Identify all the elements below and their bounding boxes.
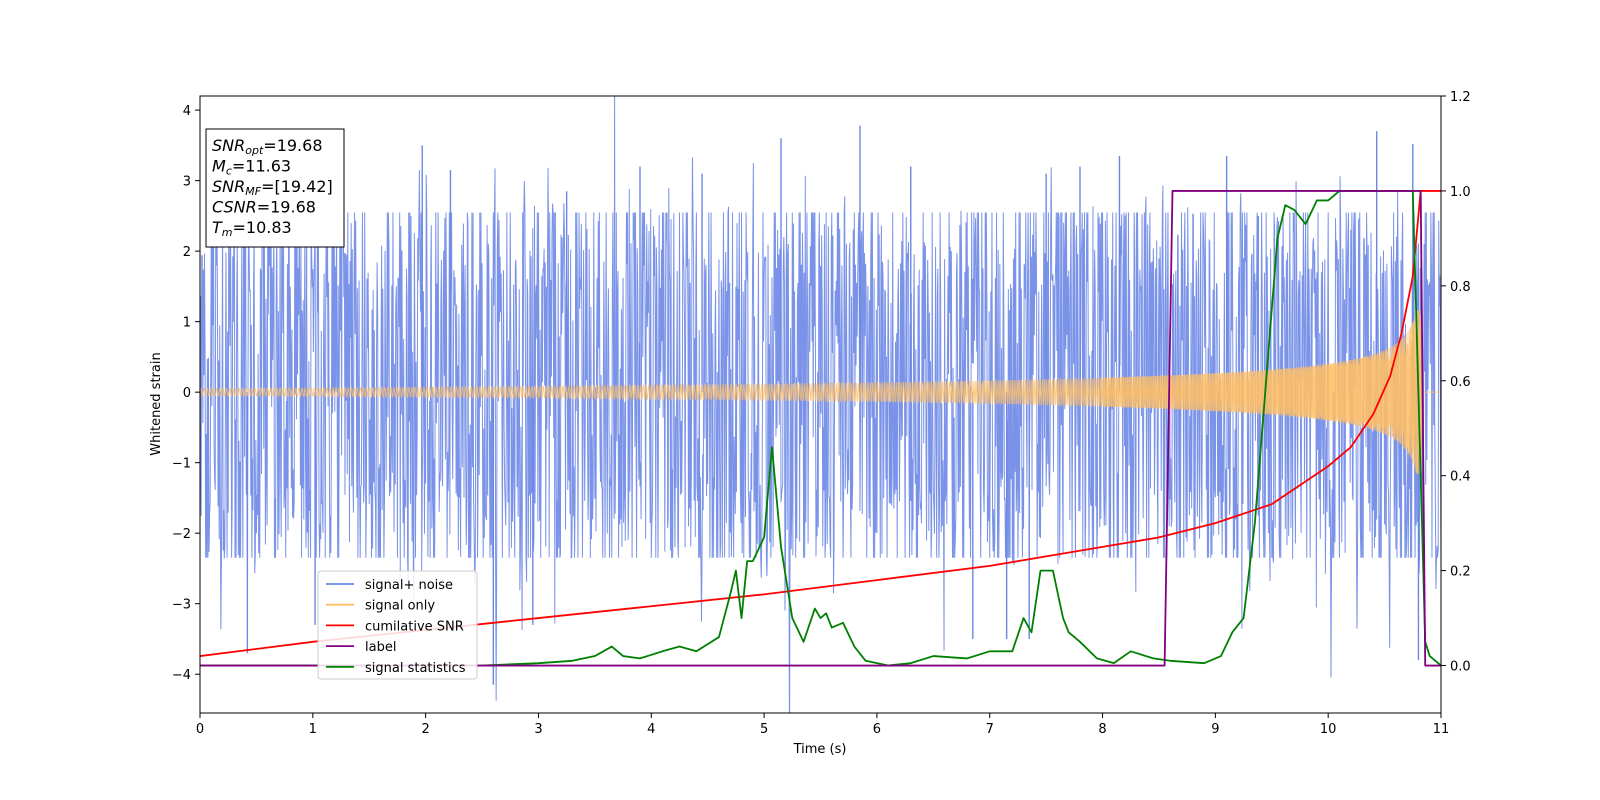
x-tick-label-11: 11 [1433, 722, 1450, 737]
chirp-envelope [1102, 310, 1422, 474]
legend-label-3: label [365, 640, 396, 655]
x-tick-label-5: 5 [760, 722, 768, 737]
x-axis-label: Time (s) [793, 742, 847, 757]
x-tick-label-7: 7 [986, 722, 994, 737]
plot-frame [199, 95, 1442, 714]
y-right-tick-label-1: 0.2 [1450, 565, 1471, 580]
series-line-cumilative-snr [200, 190, 1441, 657]
y-right-tick-label-4: 0.8 [1450, 280, 1471, 295]
y-left-tick-label-6: 2 [183, 245, 191, 260]
legend-label-0: signal+ noise [365, 578, 453, 593]
y-axis-right: 0.0 0.2 0.4 0.6 0.8 1.0 1.2 [1441, 90, 1471, 675]
x-tick-label-6: 6 [873, 722, 881, 737]
y-axis-label: Whitened strain [149, 352, 164, 455]
legend-label-4: signal statistics [365, 661, 466, 676]
y-right-tick-label-3: 0.6 [1450, 375, 1471, 390]
y-left-tick-label-7: 3 [183, 175, 191, 190]
legend-label-2: cumilative SNR [365, 619, 464, 634]
y-left-tick-label-4: 0 [183, 386, 191, 401]
x-tick-label-2: 2 [421, 722, 429, 737]
info-row-3: CSNR=19.68 [212, 198, 316, 217]
x-tick-label-3: 3 [534, 722, 542, 737]
series-line-signal-statistics [200, 190, 1441, 667]
info-row-1: Mc=11.63 [212, 157, 291, 178]
y-left-tick-label-5: 1 [183, 316, 191, 331]
right-axis-series [200, 190, 1441, 667]
x-tick-label-1: 1 [309, 722, 317, 737]
y-left-tick-label-0: −4 [172, 668, 191, 683]
x-tick-label-8: 8 [1098, 722, 1106, 737]
y-right-tick-label-0: 0.0 [1450, 660, 1471, 675]
chirp-trace [200, 310, 1441, 474]
info-row-2: SNRMF=[19.42] [212, 177, 333, 198]
legend: signal+ noise signal only cumilative SNR la… [317, 570, 478, 680]
y-axis-left: −4 −3 −2 −1 0 1 2 3 4 [172, 104, 200, 683]
y-right-tick-label-2: 0.4 [1450, 470, 1471, 485]
y-right-tick-label-6: 1.2 [1450, 90, 1471, 105]
y-left-tick-label-3: −1 [172, 457, 191, 472]
info-box: SNRopt=19.68Mc=11.63SNRMF=[19.42]CSNR=19… [205, 128, 345, 248]
x-tick-label-4: 4 [647, 722, 655, 737]
y-left-tick-label-8: 4 [183, 104, 191, 119]
info-row-4: Tm=10.83 [212, 218, 292, 239]
noise-trace [200, 96, 1441, 713]
series-signal-noise [200, 96, 1441, 713]
y-left-tick-label-1: −3 [172, 598, 191, 613]
y-right-tick-label-5: 1.0 [1450, 185, 1471, 200]
x-tick-label-9: 9 [1211, 722, 1219, 737]
series-signal-only [200, 310, 1441, 474]
series-line-label [200, 190, 1441, 667]
x-tick-label-10: 10 [1320, 722, 1337, 737]
x-tick-label-0: 0 [196, 722, 204, 737]
legend-label-1: signal only [365, 599, 435, 614]
y-left-tick-label-2: −2 [172, 527, 191, 542]
x-axis: 0 1 2 3 4 5 6 7 8 9 10 11 [196, 713, 1449, 737]
info-row-0: SNRopt=19.68 [212, 136, 323, 157]
